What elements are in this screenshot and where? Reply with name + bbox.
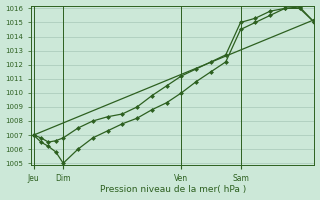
X-axis label: Pression niveau de la mer( hPa ): Pression niveau de la mer( hPa ) bbox=[100, 185, 246, 194]
